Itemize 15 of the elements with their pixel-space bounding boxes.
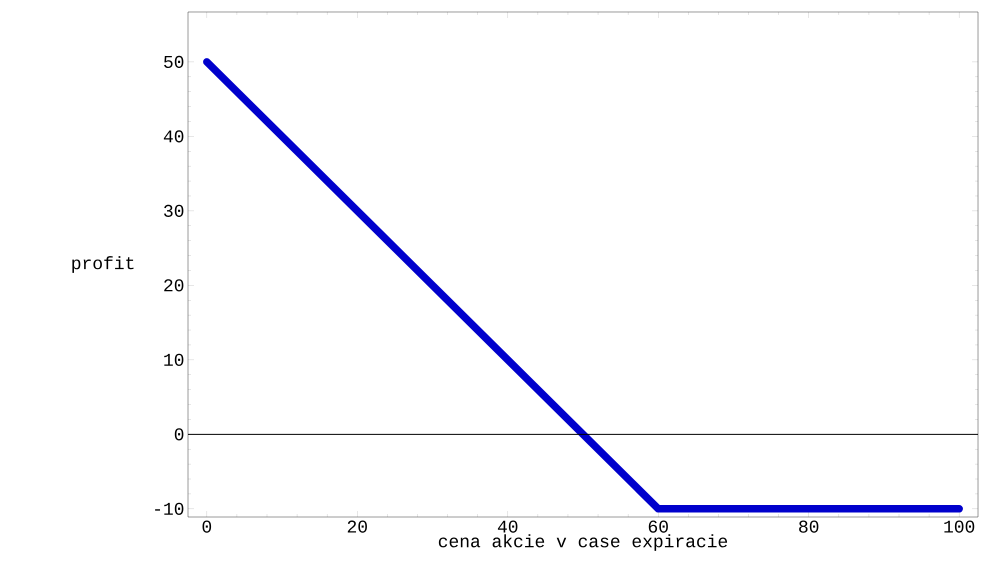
x-tick-label: 100 bbox=[944, 520, 974, 533]
x-tick-label: 20 bbox=[348, 520, 367, 533]
y-tick-label: 20 bbox=[164, 279, 184, 292]
y-axis-title: profit bbox=[72, 256, 134, 273]
y-tick-label: 30 bbox=[164, 204, 184, 217]
x-tick-label: 60 bbox=[648, 520, 668, 533]
x-tick-label: 80 bbox=[799, 520, 818, 533]
y-tick-label: 40 bbox=[164, 130, 184, 142]
x-tick-label: 0 bbox=[202, 520, 212, 533]
y-tick-label: -10 bbox=[155, 502, 184, 515]
y-tick-label: 0 bbox=[174, 428, 184, 440]
x-axis-title: cena akcie v case expiracie bbox=[438, 534, 728, 551]
x-tick-label: 40 bbox=[498, 520, 518, 533]
y-tick-label: 10 bbox=[164, 354, 184, 366]
y-tick-label: 50 bbox=[164, 56, 184, 68]
